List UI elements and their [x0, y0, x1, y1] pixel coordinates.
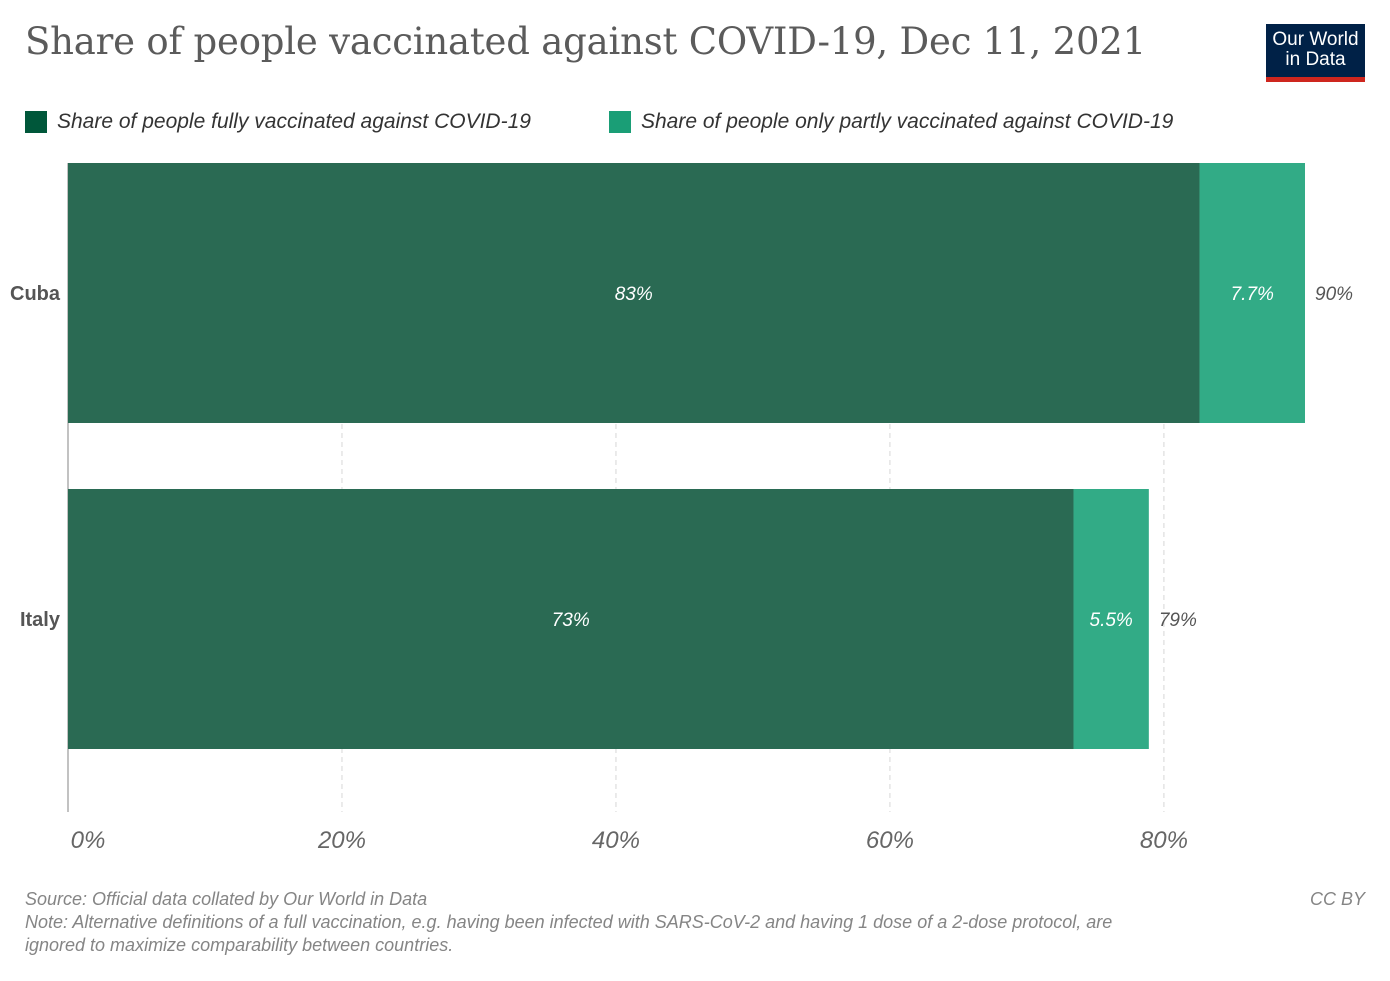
bar-partly-vaccinated: [1199, 163, 1305, 423]
x-tick-label: 60%: [866, 827, 914, 854]
data-label-fully: 73%: [552, 610, 590, 631]
bar-fully-vaccinated: [68, 163, 1200, 423]
owid-logo[interactable]: Our World in Data: [1266, 24, 1365, 82]
bar-fully-vaccinated: [68, 489, 1074, 749]
note-line-1: Note: Alternative definitions of a full …: [25, 912, 1113, 932]
category-label: Italy: [20, 609, 61, 631]
total-label: 90%: [1315, 284, 1353, 305]
chart-title: Share of people vaccinated against COVID…: [25, 20, 1146, 63]
legend-item-fully[interactable]: Share of people fully vaccinated against…: [25, 108, 531, 136]
legend-label-partly: Share of people only partly vaccinated a…: [641, 110, 1174, 133]
x-tick-label: 40%: [592, 827, 640, 854]
legend-item-partly[interactable]: Share of people only partly vaccinated a…: [609, 108, 1173, 136]
footer: Source: Official data collated by Our Wo…: [25, 888, 1365, 957]
legend-label-fully: Share of people fully vaccinated against…: [57, 110, 531, 133]
logo-line-1: Our World: [1272, 29, 1359, 50]
note-line-2: ignored to maximize comparability betwee…: [25, 935, 454, 955]
x-tick-label: 80%: [1140, 827, 1188, 854]
x-tick-label: 0%: [71, 827, 106, 854]
logo-line-2: in Data: [1285, 49, 1346, 70]
license-text[interactable]: CC BY: [1309, 889, 1365, 909]
legend-swatch-fully: [25, 111, 47, 133]
data-label-partly: 5.5%: [1090, 610, 1133, 631]
data-label-partly: 7.7%: [1231, 284, 1274, 305]
category-label: Cuba: [10, 283, 61, 305]
x-tick-label: 20%: [317, 827, 366, 854]
legend-swatch-partly: [609, 111, 631, 133]
bar-partly-vaccinated: [1073, 489, 1149, 749]
total-label: 79%: [1159, 610, 1197, 631]
source-text: Source: Official data collated by Our Wo…: [25, 889, 428, 909]
data-label-fully: 83%: [615, 284, 653, 305]
